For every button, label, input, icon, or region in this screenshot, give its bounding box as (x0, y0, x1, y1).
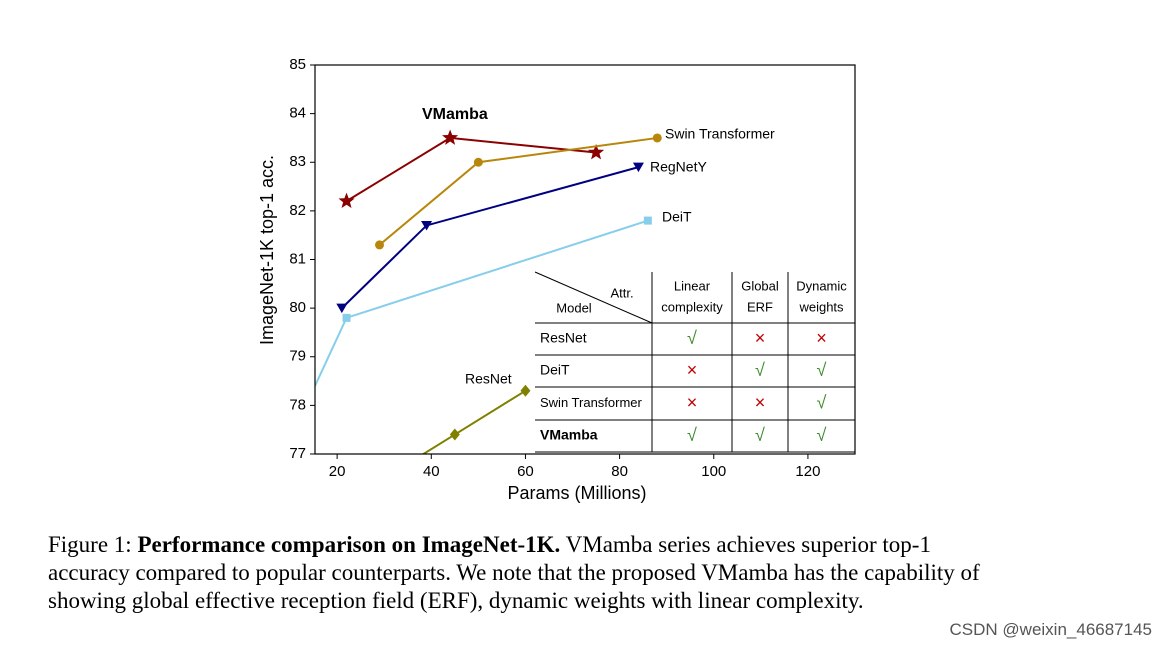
series-label: DeiT (662, 209, 692, 225)
series-line (421, 389, 526, 454)
table-cell: × (687, 360, 698, 380)
caption-line: Figure 1: Performance comparison on Imag… (48, 531, 980, 559)
y-tick-label: 83 (289, 153, 306, 170)
chart: Params (Millions) ImageNet-1K top-1 acc.… (257, 56, 856, 503)
table-row-label: Swin Transformer (540, 395, 643, 410)
table-row-label: ResNet (540, 330, 587, 346)
table-header: weights (798, 299, 844, 314)
data-point (473, 157, 483, 167)
table-cell: × (816, 328, 827, 348)
table-header: Linear (674, 278, 711, 293)
caption-text: accuracy compared to popular counterpart… (48, 560, 980, 585)
caption-bold: Performance comparison on ImageNet-1K. (137, 532, 561, 557)
y-tick-label: 84 (289, 105, 306, 122)
caption: Figure 1: Performance comparison on Imag… (48, 531, 980, 615)
series-label: VMamba (422, 106, 488, 123)
y-tick-label: 85 (289, 56, 306, 73)
table-cell: × (755, 328, 766, 348)
table-cell: √ (817, 392, 827, 412)
table-row-label: DeiT (540, 362, 570, 378)
table-cell: √ (687, 328, 697, 348)
y-axis-label: ImageNet-1K top-1 acc. (257, 155, 277, 345)
data-point (587, 144, 605, 160)
data-point (356, 487, 366, 499)
table-cell: √ (817, 425, 827, 445)
table-cell: × (687, 392, 698, 412)
caption-label: Figure 1: (48, 532, 132, 557)
y-tick-label: 78 (289, 396, 306, 413)
series-label: ResNet (465, 371, 512, 387)
x-tick-label: 60 (517, 463, 534, 480)
table-row-label: VMamba (540, 427, 598, 443)
table-header: Global (741, 278, 779, 293)
table-cell: √ (755, 425, 765, 445)
series-label: RegNetY (650, 159, 707, 175)
table-cell: × (755, 392, 766, 412)
table-corner-model: Model (556, 300, 592, 315)
x-tick-label: 120 (795, 463, 820, 480)
data-point (374, 240, 384, 250)
data-point (442, 129, 459, 145)
x-tick-label: 20 (329, 463, 346, 480)
y-tick-label: 82 (289, 202, 306, 219)
x-tick-label: 40 (423, 463, 440, 480)
series-line (346, 136, 597, 203)
series-label: Swin Transformer (665, 126, 775, 142)
y-tick-label: 77 (289, 445, 306, 462)
table-cell: √ (687, 425, 697, 445)
table-diagonal (534, 271, 653, 324)
table-header: Dynamic (796, 278, 847, 293)
y-tick-label: 80 (289, 299, 306, 316)
data-point (632, 162, 644, 173)
table-header: complexity (661, 299, 723, 314)
attribute-table: Attr. Model Linear complexity Global ERF Dynam… (534, 271, 855, 453)
y-tick-label: 81 (289, 250, 306, 267)
data-point (342, 313, 351, 322)
data-point (421, 220, 433, 231)
table-cell: √ (755, 360, 765, 380)
table-header: ERF (747, 299, 773, 314)
table-corner-attr: Attr. (610, 285, 633, 300)
data-point (520, 384, 531, 397)
table-cell: √ (817, 360, 827, 380)
data-point (338, 192, 355, 209)
series-line (315, 219, 649, 387)
watermark: CSDN @weixin_46687145 (949, 620, 1152, 639)
x-tick-label: 100 (701, 463, 726, 480)
data-point (643, 216, 652, 225)
x-axis-label: Params (Millions) (507, 483, 646, 503)
x-tick-label: 80 (611, 463, 628, 480)
y-tick-label: 79 (289, 348, 306, 365)
caption-text: showing global effective reception field… (48, 588, 864, 613)
data-point (652, 133, 662, 143)
data-point (336, 303, 348, 314)
series-line (378, 136, 658, 246)
caption-text: VMamba series achieves superior top-1 (565, 532, 931, 557)
data-point (449, 428, 460, 441)
